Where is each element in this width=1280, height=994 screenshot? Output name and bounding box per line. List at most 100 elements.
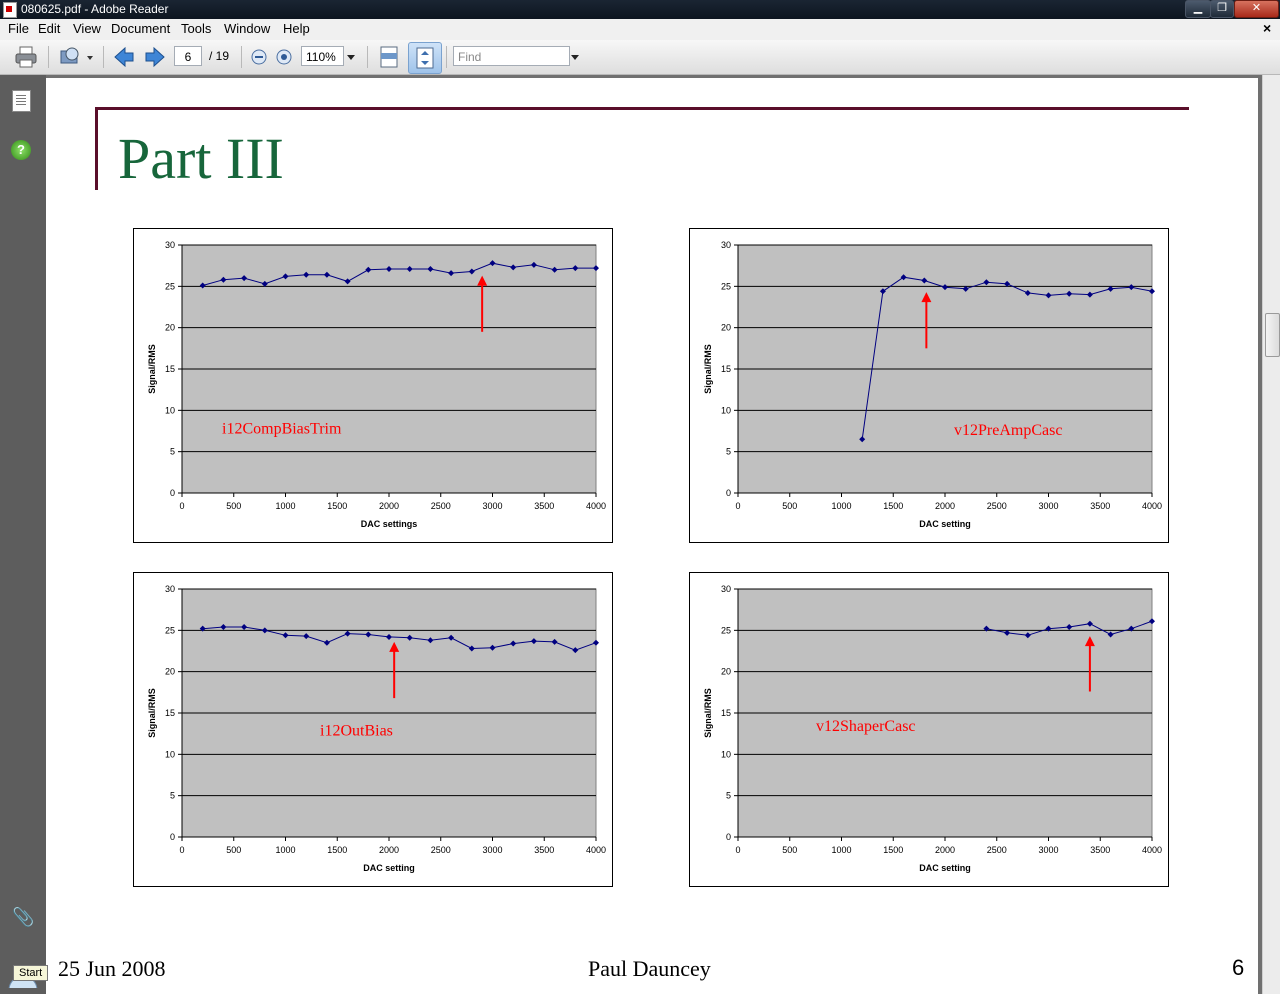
close-window-button[interactable]: ✕ (1234, 0, 1279, 18)
data-point (879, 288, 886, 295)
next-page-icon[interactable] (143, 46, 167, 68)
attachments-icon[interactable]: 📎 (12, 907, 35, 927)
scrollbar-thumb[interactable] (1265, 313, 1280, 357)
find-input[interactable]: Find (453, 46, 570, 66)
menu-view[interactable]: View (73, 21, 101, 36)
email-search-icon[interactable] (59, 45, 95, 69)
data-point (962, 285, 969, 292)
zoom-level-input[interactable]: 110% (301, 46, 344, 66)
y-tick-label: 30 (165, 240, 175, 250)
series-line (202, 262, 596, 286)
data-point (261, 280, 268, 287)
annotation-arrow-head (1084, 636, 1095, 647)
zoom-in-icon[interactable] (275, 48, 293, 66)
chart-v12preampcasc: 0 5 10 15 20 25 30 0 500 1000 1500 2000 2500 3000 3500… (689, 228, 1169, 543)
footer-date: 25 Jun 2008 (58, 956, 166, 981)
x-tick-label: 0 (735, 845, 740, 855)
x-tick-label: 500 (226, 501, 241, 511)
footer-page-number: 6 (1232, 955, 1245, 980)
y-tick-label: 5 (726, 791, 731, 801)
data-point (282, 632, 289, 639)
x-tick-label: 1000 (831, 501, 851, 511)
menu-document[interactable]: Document (111, 21, 171, 36)
x-tick-label: 1000 (831, 845, 851, 855)
previous-page-icon[interactable] (112, 46, 136, 68)
data-point (942, 284, 948, 291)
data-point (572, 647, 579, 654)
menu-tools[interactable]: Tools (181, 21, 212, 36)
pages-panel-icon[interactable] (12, 90, 31, 112)
y-tick-label: 20 (165, 323, 175, 333)
y-tick-label: 10 (165, 749, 175, 759)
y-tick-label: 0 (726, 832, 731, 842)
parameter-label: v12PreAmpCasc (954, 422, 1062, 439)
data-point (365, 631, 372, 638)
pdf-file-icon (3, 2, 17, 18)
y-tick-label: 15 (165, 364, 175, 374)
data-point (344, 278, 351, 285)
page-total-label: / 19 (209, 49, 230, 63)
find-options-icon[interactable] (570, 53, 580, 61)
x-tick-label: 1500 (327, 845, 347, 855)
menu-file[interactable]: File (8, 21, 29, 36)
menu-help[interactable]: Help (283, 21, 310, 36)
parameter-label: i12OutBias (320, 722, 393, 739)
data-point (1066, 290, 1073, 297)
data-point (199, 625, 206, 632)
y-tick-label: 25 (165, 281, 175, 291)
print-icon[interactable] (14, 46, 38, 68)
x-tick-label: 1500 (883, 501, 903, 511)
y-tick-label: 25 (165, 625, 175, 635)
menu-window[interactable]: Window (224, 21, 271, 36)
fit-page-button[interactable] (408, 42, 442, 74)
zoom-dropdown-icon[interactable] (346, 53, 356, 61)
x-axis-title: DAC setting (363, 863, 415, 873)
chart-svg: 0 5 10 15 20 25 30 0 500 1000 1500 2000 2500 3000 3500… (703, 584, 1162, 873)
data-point (303, 271, 310, 278)
data-point (983, 279, 990, 286)
y-axis-title: Signal/RMS (703, 688, 713, 738)
x-tick-label: 2500 (987, 501, 1007, 511)
y-tick-label: 10 (165, 405, 175, 415)
parameter-label: i12CompBiasTrim (222, 420, 342, 437)
title-rule-vertical (95, 107, 98, 190)
data-point (1024, 632, 1031, 639)
page-number-input[interactable]: 6 (174, 46, 202, 66)
start-tooltip: Start (13, 965, 49, 981)
data-point (241, 624, 248, 631)
x-tick-label: 2500 (431, 845, 451, 855)
close-document-button[interactable]: × (1263, 20, 1272, 36)
zoom-out-icon[interactable] (250, 48, 268, 66)
data-point (468, 268, 475, 275)
x-tick-label: 3000 (482, 501, 502, 511)
data-point (1149, 618, 1155, 625)
data-point (572, 265, 579, 272)
x-tick-label: 500 (782, 845, 797, 855)
menu-edit[interactable]: Edit (38, 21, 61, 36)
data-point (199, 282, 206, 289)
fit-width-icon[interactable] (378, 45, 400, 69)
maximize-button[interactable]: ❐ (1210, 0, 1234, 18)
data-point (593, 265, 599, 272)
x-tick-label: 4000 (586, 501, 606, 511)
y-tick-label: 15 (165, 708, 175, 718)
data-point (593, 639, 599, 646)
y-tick-label: 5 (170, 791, 175, 801)
y-tick-label: 30 (721, 584, 731, 594)
data-point (489, 644, 496, 651)
data-point (448, 634, 455, 641)
x-tick-label: 3000 (482, 845, 502, 855)
x-tick-label: 1000 (275, 845, 295, 855)
data-point (427, 265, 434, 272)
help-icon[interactable]: ? (11, 140, 31, 160)
minimize-button[interactable]: ▁ (1185, 0, 1211, 18)
y-tick-label: 30 (165, 584, 175, 594)
vertical-scrollbar[interactable] (1262, 75, 1280, 994)
x-tick-label: 3500 (1090, 845, 1110, 855)
data-point (220, 624, 227, 631)
x-axis-title: DAC setting (919, 519, 971, 529)
data-point (921, 277, 928, 284)
y-tick-label: 5 (170, 447, 175, 457)
annotation-arrow-head (477, 275, 488, 286)
data-point (510, 640, 517, 647)
